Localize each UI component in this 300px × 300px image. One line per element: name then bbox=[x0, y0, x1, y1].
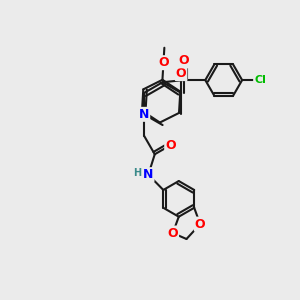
Text: O: O bbox=[195, 218, 206, 231]
Text: H: H bbox=[133, 168, 141, 178]
Text: O: O bbox=[158, 56, 169, 69]
Text: N: N bbox=[143, 168, 154, 181]
Text: O: O bbox=[176, 67, 186, 80]
Text: Cl: Cl bbox=[254, 75, 266, 85]
Text: O: O bbox=[165, 139, 176, 152]
Text: O: O bbox=[167, 226, 178, 240]
Text: O: O bbox=[178, 54, 189, 67]
Text: N: N bbox=[139, 108, 149, 121]
